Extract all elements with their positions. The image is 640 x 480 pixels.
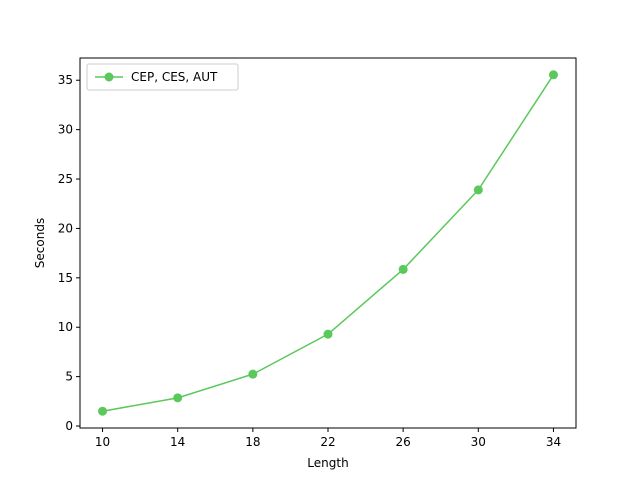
data-point bbox=[98, 406, 108, 416]
data-point bbox=[173, 393, 183, 403]
data-point bbox=[548, 70, 558, 80]
data-point bbox=[323, 329, 333, 339]
y-tick-label: 5 bbox=[65, 370, 73, 384]
x-tick-label: 22 bbox=[320, 435, 335, 449]
axes: 10 14 18 22 26 30 34 0 5 10 15 20 25 30 35 bbox=[58, 57, 577, 449]
plot-area bbox=[98, 70, 558, 416]
x-tick-label: 30 bbox=[471, 435, 486, 449]
x-tick-label: 14 bbox=[170, 435, 185, 449]
legend-box bbox=[86, 63, 239, 91]
x-tick-label: 18 bbox=[245, 435, 260, 449]
y-axis-label: Seconds bbox=[33, 218, 47, 268]
data-point bbox=[398, 264, 408, 274]
x-tick-label: 34 bbox=[546, 435, 561, 449]
legend-entry-label: CEP, CES, AUT bbox=[131, 70, 218, 84]
legend-marker-swatch bbox=[104, 72, 114, 82]
x-tick-label: 26 bbox=[396, 435, 411, 449]
legend: CEP, CES, AUT bbox=[86, 63, 239, 91]
y-tick-label: 15 bbox=[58, 271, 73, 285]
x-axis-label: Length bbox=[307, 456, 348, 470]
x-tick-label: 10 bbox=[95, 435, 110, 449]
y-tick-label: 10 bbox=[58, 320, 73, 334]
data-point bbox=[248, 369, 258, 379]
y-tick-label: 25 bbox=[58, 172, 73, 186]
y-tick-label: 20 bbox=[58, 221, 73, 235]
y-tick-label: 30 bbox=[58, 123, 73, 137]
y-tick-label: 0 bbox=[65, 419, 73, 433]
y-tick-label: 35 bbox=[58, 73, 73, 87]
data-point bbox=[473, 185, 483, 195]
